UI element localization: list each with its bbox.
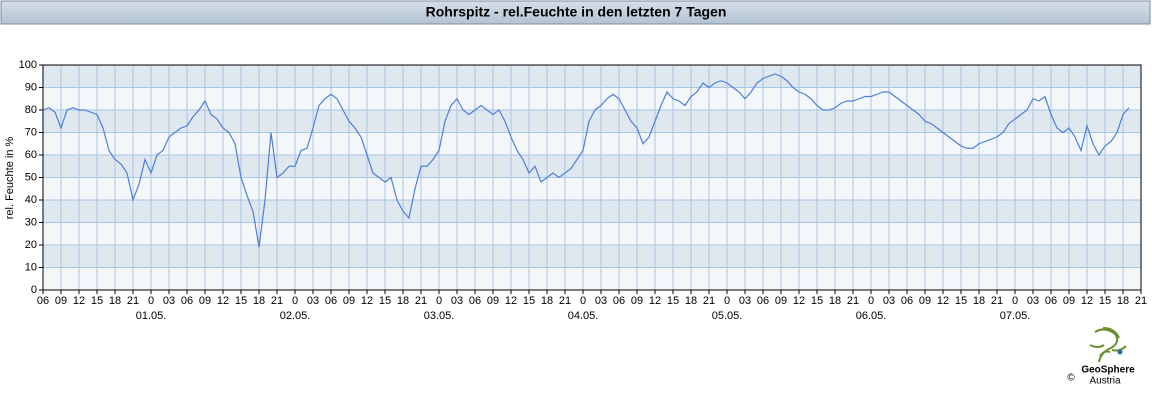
band bbox=[43, 110, 1141, 133]
x-tick-label: 06 bbox=[757, 295, 769, 307]
x-tick-label: 0 bbox=[580, 295, 586, 307]
x-tick-label: 15 bbox=[235, 295, 247, 307]
x-tick-label: 09 bbox=[1063, 295, 1075, 307]
y-tick-label: 0 bbox=[31, 284, 37, 296]
logo-name: GeoSphere bbox=[1081, 365, 1135, 376]
x-tick-label: 06 bbox=[325, 295, 337, 307]
x-tick-label: 18 bbox=[685, 295, 697, 307]
x-tick-label: 06 bbox=[181, 295, 193, 307]
x-tick-label: 12 bbox=[937, 295, 949, 307]
x-tick-label: 21 bbox=[703, 295, 715, 307]
y-tick-label: 70 bbox=[25, 126, 37, 138]
x-tick-label: 09 bbox=[919, 295, 931, 307]
x-tick-label: 09 bbox=[487, 295, 499, 307]
x-tick-label: 0 bbox=[148, 295, 154, 307]
x-tick-label: 21 bbox=[271, 295, 283, 307]
x-tick-label: 15 bbox=[523, 295, 535, 307]
y-tick-label: 40 bbox=[25, 194, 37, 206]
x-tick-label: 18 bbox=[541, 295, 553, 307]
y-tick-label: 10 bbox=[25, 261, 37, 273]
x-tick-label: 18 bbox=[397, 295, 409, 307]
y-tick-label: 60 bbox=[25, 149, 37, 161]
band bbox=[43, 65, 1141, 88]
x-tick-label: 15 bbox=[811, 295, 823, 307]
x-tick-label: 03 bbox=[1027, 295, 1039, 307]
x-tick-label: 18 bbox=[829, 295, 841, 307]
x-tick-label: 03 bbox=[739, 295, 751, 307]
x-tick-label: 12 bbox=[793, 295, 805, 307]
x-tick-label: 15 bbox=[667, 295, 679, 307]
day-label: 03.05. bbox=[424, 310, 455, 322]
x-tick-label: 0 bbox=[1012, 295, 1018, 307]
x-tick-label: 18 bbox=[253, 295, 265, 307]
x-tick-label: 0 bbox=[436, 295, 442, 307]
x-tick-label: 12 bbox=[361, 295, 373, 307]
x-tick-label: 06 bbox=[613, 295, 625, 307]
day-label: 07.05. bbox=[1000, 310, 1031, 322]
x-tick-label: 15 bbox=[955, 295, 967, 307]
plot-frame bbox=[42, 64, 1142, 291]
x-tick-label: 21 bbox=[127, 295, 139, 307]
x-tick-label: 12 bbox=[217, 295, 229, 307]
x-tick-label: 09 bbox=[775, 295, 787, 307]
band bbox=[43, 200, 1141, 223]
x-tick-label: 09 bbox=[55, 295, 67, 307]
band bbox=[43, 245, 1141, 268]
logo-sub: Austria bbox=[1089, 376, 1121, 387]
day-label: 06.05. bbox=[856, 310, 887, 322]
y-tick-label: 80 bbox=[25, 104, 37, 116]
x-tick-label: 03 bbox=[883, 295, 895, 307]
data-line bbox=[42, 73, 1130, 248]
x-tick-label: 09 bbox=[631, 295, 643, 307]
day-label: 04.05. bbox=[568, 310, 599, 322]
x-tick-label: 15 bbox=[91, 295, 103, 307]
x-tick-label: 12 bbox=[649, 295, 661, 307]
x-tick-label: 09 bbox=[343, 295, 355, 307]
chart-title: Rohrspitz - rel.Feuchte in den letzten 7… bbox=[426, 4, 727, 20]
logo: GeoSphere Austria © bbox=[1067, 327, 1135, 387]
x-tick-label: 03 bbox=[451, 295, 463, 307]
y-axis-label: rel. Feuchte in % bbox=[4, 137, 16, 220]
x-tick-label: 06 bbox=[469, 295, 481, 307]
x-tick-label: 03 bbox=[163, 295, 175, 307]
x-tick-label: 0 bbox=[292, 295, 298, 307]
y-tick-label: 30 bbox=[25, 216, 37, 228]
x-tick-label: 21 bbox=[415, 295, 427, 307]
x-tick-label: 21 bbox=[559, 295, 571, 307]
band bbox=[43, 155, 1141, 178]
x-tick-label: 12 bbox=[73, 295, 85, 307]
x-tick-label: 06 bbox=[901, 295, 913, 307]
logo-dot bbox=[1117, 349, 1123, 355]
y-tick-label: 20 bbox=[25, 239, 37, 251]
x-tick-label: 15 bbox=[1099, 295, 1111, 307]
y-tick-label: 100 bbox=[19, 59, 37, 71]
day-label: 02.05. bbox=[280, 310, 311, 322]
x-tick-label: 12 bbox=[1081, 295, 1093, 307]
x-tick-label: 21 bbox=[1135, 295, 1147, 307]
x-tick-label: 21 bbox=[847, 295, 859, 307]
x-tick-label: 06 bbox=[37, 295, 49, 307]
x-tick-label: 0 bbox=[868, 295, 874, 307]
x-tick-label: 15 bbox=[379, 295, 391, 307]
title-bar bbox=[0, 0, 1151, 25]
x-tick-label: 18 bbox=[1117, 295, 1129, 307]
x-tick-label: 03 bbox=[307, 295, 319, 307]
x-tick-label: 06 bbox=[1045, 295, 1057, 307]
y-tick-label: 90 bbox=[25, 81, 37, 93]
x-tick-label: 18 bbox=[109, 295, 121, 307]
copyright: © bbox=[1067, 373, 1075, 384]
logo-mark bbox=[1089, 327, 1127, 363]
x-tick-label: 18 bbox=[973, 295, 985, 307]
x-tick-label: 09 bbox=[199, 295, 211, 307]
x-tick-label: 12 bbox=[505, 295, 517, 307]
day-label: 01.05. bbox=[136, 310, 167, 322]
y-tick-label: 50 bbox=[25, 171, 37, 183]
x-tick-label: 0 bbox=[724, 295, 730, 307]
x-tick-label: 21 bbox=[991, 295, 1003, 307]
day-label: 05.05. bbox=[712, 310, 743, 322]
x-tick-label: 03 bbox=[595, 295, 607, 307]
